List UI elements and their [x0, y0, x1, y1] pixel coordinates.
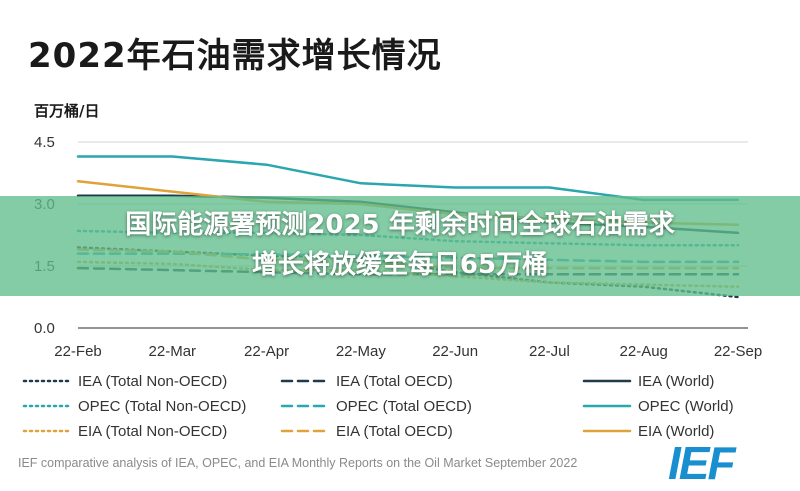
- x-tick-label: 22-Jul: [529, 343, 570, 360]
- x-tick-label: 22-Feb: [54, 343, 102, 360]
- x-axis-ticks: 22-Feb 22-Mar 22-Apr 22-May 22-Jun 22-Jul 22-A…: [54, 343, 762, 360]
- legend-label: EIA (World): [638, 423, 714, 440]
- legend-label: OPEC (World): [638, 398, 734, 415]
- x-tick-label: 22-Jun: [432, 343, 478, 360]
- overlay-line-1: 国际能源署预测2025 年剩余时间全球石油需求: [125, 210, 675, 240]
- legend-label: IEA (Total OECD): [336, 373, 453, 390]
- x-tick-label: 22-Apr: [244, 343, 289, 360]
- series-line: [76, 155, 740, 202]
- legend-label: OPEC (Total OECD): [336, 398, 472, 415]
- legend-label: EIA (Total Non-OECD): [78, 423, 227, 440]
- legend-label: EIA (Total OECD): [336, 423, 453, 440]
- chart-title: 2022年石油需求增长情况: [28, 36, 442, 76]
- y-unit-label: 百万桶/日: [34, 102, 100, 120]
- legend: IEA (Total Non-OECD) IEA (Total OECD) IEA …: [22, 373, 734, 440]
- legend-label: OPEC (Total Non-OECD): [78, 398, 246, 415]
- x-tick-label: 22-Sep: [714, 343, 762, 360]
- y-tick-label: 4.5: [34, 134, 55, 151]
- ief-logo: IEF: [668, 437, 736, 489]
- overlay-headline: 国际能源署预测2025 年剩余时间全球石油需求 增长将放缓至每日65万桶: [0, 205, 800, 285]
- overlay-banner: [0, 196, 800, 296]
- x-tick-label: 22-May: [336, 343, 387, 360]
- y-tick-label: 0.0: [34, 320, 55, 337]
- legend-label: IEA (World): [638, 373, 714, 390]
- source-note: IEF comparative analysis of IEA, OPEC, a…: [18, 456, 578, 470]
- overlay-line-2: 增长将放缓至每日65万桶: [251, 250, 549, 280]
- x-tick-label: 22-Aug: [620, 343, 668, 360]
- x-tick-label: 22-Mar: [149, 343, 197, 360]
- legend-label: IEA (Total Non-OECD): [78, 373, 227, 390]
